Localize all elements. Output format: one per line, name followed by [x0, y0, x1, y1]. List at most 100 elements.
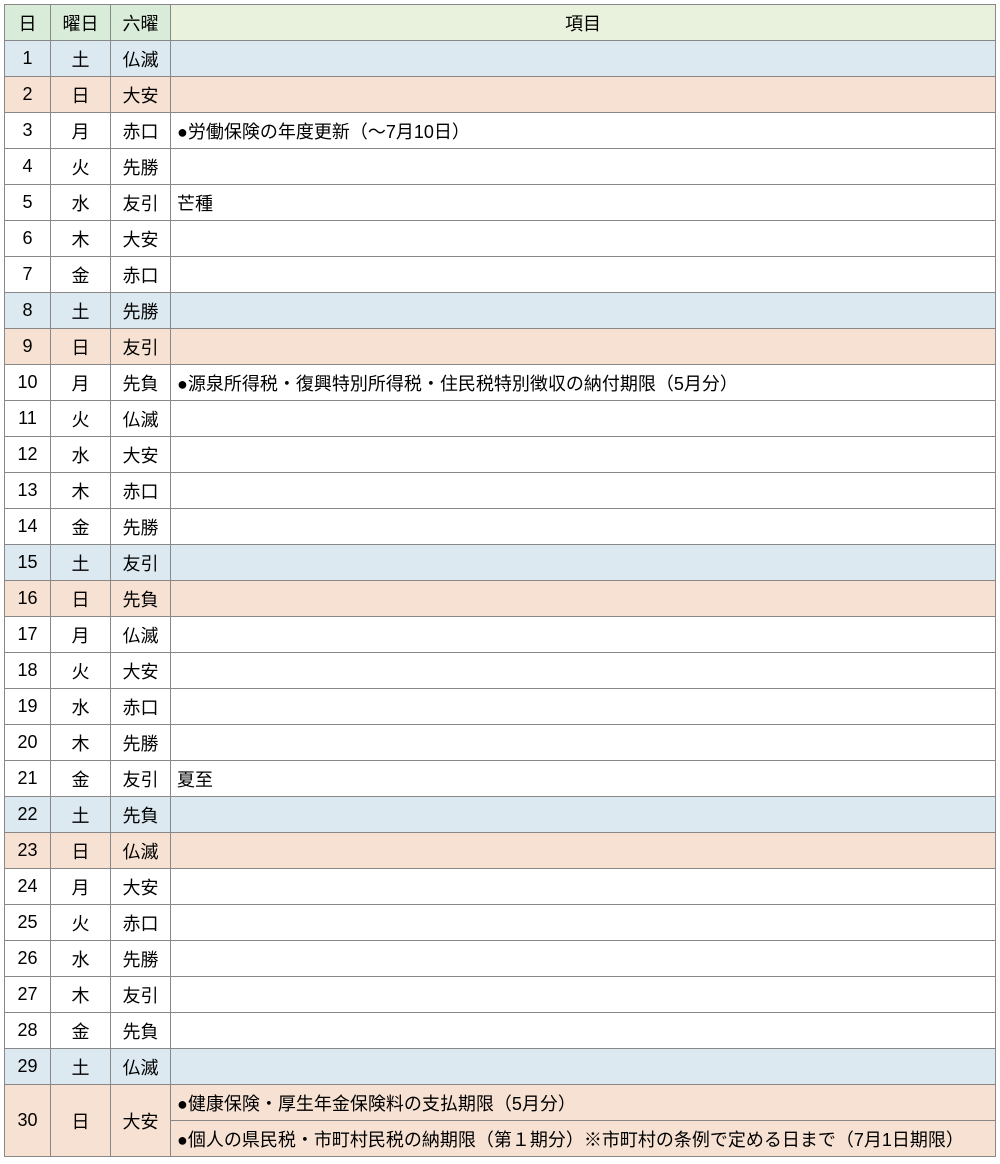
cell-weekday: 月 [51, 869, 111, 905]
table-row: 10月先負●源泉所得税・復興特別所得税・住民税特別徴収の納付期限（5月分） [5, 365, 996, 401]
cell-weekday: 水 [51, 689, 111, 725]
cell-day: 4 [5, 149, 51, 185]
table-row: 20木先勝 [5, 725, 996, 761]
table-row: 28金先負 [5, 1013, 996, 1049]
cell-item: ●健康保険・厚生年金保険料の支払期限（5月分） [171, 1085, 996, 1121]
cell-item [171, 293, 996, 329]
cell-day: 22 [5, 797, 51, 833]
cell-day: 1 [5, 41, 51, 77]
cell-rokuyo: 友引 [111, 329, 171, 365]
header-day: 日 [5, 5, 51, 41]
cell-day: 26 [5, 941, 51, 977]
cell-day: 20 [5, 725, 51, 761]
cell-rokuyo: 赤口 [111, 113, 171, 149]
cell-weekday: 日 [51, 581, 111, 617]
cell-weekday: 金 [51, 509, 111, 545]
table-row: 29土仏滅 [5, 1049, 996, 1085]
cell-day: 15 [5, 545, 51, 581]
cell-weekday: 木 [51, 221, 111, 257]
cell-weekday: 土 [51, 41, 111, 77]
cell-item: ●源泉所得税・復興特別所得税・住民税特別徴収の納付期限（5月分） [171, 365, 996, 401]
cell-weekday: 火 [51, 653, 111, 689]
cell-weekday: 金 [51, 761, 111, 797]
table-row: 22土先負 [5, 797, 996, 833]
cell-item [171, 509, 996, 545]
cell-item [171, 617, 996, 653]
cell-weekday: 水 [51, 437, 111, 473]
table-row: 13木赤口 [5, 473, 996, 509]
table-row: 30日大安●健康保険・厚生年金保険料の支払期限（5月分） [5, 1085, 996, 1121]
cell-item [171, 1049, 996, 1085]
table-row: 9日友引 [5, 329, 996, 365]
table-row: 15土友引 [5, 545, 996, 581]
cell-day: 29 [5, 1049, 51, 1085]
table-row: 14金先勝 [5, 509, 996, 545]
cell-item [171, 725, 996, 761]
cell-item [171, 329, 996, 365]
cell-weekday: 日 [51, 833, 111, 869]
table-row: 25火赤口 [5, 905, 996, 941]
cell-rokuyo: 友引 [111, 977, 171, 1013]
cell-day: 11 [5, 401, 51, 437]
cell-day: 27 [5, 977, 51, 1013]
cell-item [171, 689, 996, 725]
table-row: 24月大安 [5, 869, 996, 905]
cell-item [171, 869, 996, 905]
header-weekday: 曜日 [51, 5, 111, 41]
cell-weekday: 日 [51, 77, 111, 113]
cell-rokuyo: 大安 [111, 77, 171, 113]
cell-rokuyo: 先負 [111, 365, 171, 401]
cell-rokuyo: 友引 [111, 545, 171, 581]
calendar-table: 日 曜日 六曜 項目 1土仏滅2日大安3月赤口●労働保険の年度更新（～7月10日… [4, 4, 996, 1157]
cell-rokuyo: 先勝 [111, 149, 171, 185]
cell-weekday: 金 [51, 257, 111, 293]
cell-rokuyo: 先勝 [111, 941, 171, 977]
cell-weekday: 日 [51, 1085, 111, 1157]
cell-weekday: 月 [51, 113, 111, 149]
cell-day: 6 [5, 221, 51, 257]
cell-item [171, 581, 996, 617]
cell-weekday: 火 [51, 149, 111, 185]
cell-day: 14 [5, 509, 51, 545]
cell-item [171, 257, 996, 293]
cell-day: 13 [5, 473, 51, 509]
cell-weekday: 土 [51, 293, 111, 329]
cell-rokuyo: 仏滅 [111, 1049, 171, 1085]
cell-day: 28 [5, 1013, 51, 1049]
table-row: 17月仏滅 [5, 617, 996, 653]
cell-day: 30 [5, 1085, 51, 1157]
cell-day: 8 [5, 293, 51, 329]
cell-weekday: 日 [51, 329, 111, 365]
cell-rokuyo: 仏滅 [111, 41, 171, 77]
cell-rokuyo: 大安 [111, 653, 171, 689]
cell-item: 芒種 [171, 185, 996, 221]
cell-rokuyo: 大安 [111, 221, 171, 257]
cell-rokuyo: 大安 [111, 437, 171, 473]
table-row: 4火先勝 [5, 149, 996, 185]
cell-day: 21 [5, 761, 51, 797]
cell-day: 5 [5, 185, 51, 221]
table-row: 12水大安 [5, 437, 996, 473]
cell-rokuyo: 大安 [111, 869, 171, 905]
cell-rokuyo: 仏滅 [111, 401, 171, 437]
cell-weekday: 火 [51, 905, 111, 941]
cell-rokuyo: 先勝 [111, 509, 171, 545]
cell-day: 3 [5, 113, 51, 149]
cell-weekday: 月 [51, 365, 111, 401]
cell-item: ●労働保険の年度更新（～7月10日） [171, 113, 996, 149]
cell-item [171, 401, 996, 437]
cell-day: 24 [5, 869, 51, 905]
cell-item [171, 41, 996, 77]
cell-item [171, 977, 996, 1013]
table-row: 5水友引芒種 [5, 185, 996, 221]
header-row: 日 曜日 六曜 項目 [5, 5, 996, 41]
cell-item [171, 653, 996, 689]
cell-item: 夏至 [171, 761, 996, 797]
cell-item [171, 149, 996, 185]
cell-weekday: 土 [51, 797, 111, 833]
cell-item: ●個人の県民税・市町村民税の納期限（第１期分）※市町村の条例で定める日まで（7月… [171, 1121, 996, 1157]
cell-day: 25 [5, 905, 51, 941]
cell-item [171, 473, 996, 509]
cell-weekday: 土 [51, 1049, 111, 1085]
table-row: 3月赤口●労働保険の年度更新（～7月10日） [5, 113, 996, 149]
